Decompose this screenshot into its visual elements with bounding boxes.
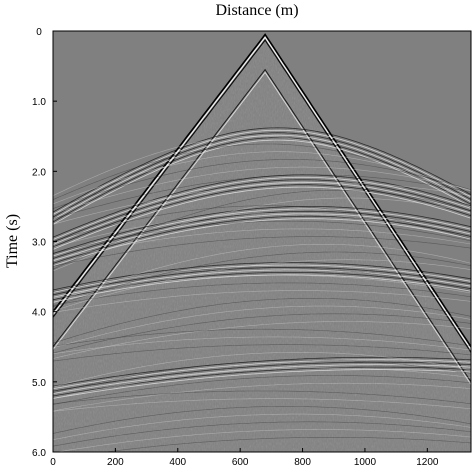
reflection-line <box>53 298 471 344</box>
x-tick-label: 400 <box>169 457 186 468</box>
reflection-line <box>53 215 471 264</box>
x-axis-title: Distance (m) <box>215 2 298 19</box>
reflection-line <box>53 267 471 292</box>
reflection-line <box>53 244 471 304</box>
reflection-line <box>53 208 471 257</box>
reflection-line <box>53 356 471 387</box>
reflection-line <box>53 213 471 262</box>
reflection-line <box>53 176 471 240</box>
y-tick-label: 6.0 <box>32 448 46 459</box>
reflection-line <box>53 267 471 296</box>
reflection-line <box>53 129 471 215</box>
reflection-line <box>53 159 471 209</box>
direct-wave-line <box>53 39 471 353</box>
reflection-line <box>53 186 471 250</box>
reflection-line <box>53 184 471 248</box>
reflection-line <box>53 262 471 291</box>
reflection-line <box>53 290 471 313</box>
reflection-line <box>53 179 471 243</box>
reflection-line <box>53 382 471 412</box>
reflection-line <box>53 205 471 242</box>
reflection-line <box>53 210 471 259</box>
reflection-line <box>53 336 471 355</box>
reflection-line <box>53 220 471 254</box>
reflection-line <box>53 213 471 248</box>
reflection-line <box>53 274 471 303</box>
reflection-line <box>53 137 471 223</box>
reflection-line <box>53 282 471 306</box>
reflection-line <box>53 398 471 412</box>
reflection-line <box>53 251 471 308</box>
x-tick-label: 600 <box>232 457 249 468</box>
reflection-line <box>53 352 471 388</box>
reflection-line <box>53 359 471 393</box>
reflection-line <box>53 132 471 218</box>
reflection-line <box>103 437 471 452</box>
seismic-events <box>53 33 471 452</box>
reflection-line <box>53 136 471 203</box>
reflection-line <box>53 228 471 261</box>
x-tick-label: 0 <box>50 457 56 468</box>
direct-wave-line <box>53 36 471 350</box>
reflection-line <box>53 361 471 392</box>
reflection-line <box>53 406 471 434</box>
y-tick-label: 2.0 <box>32 167 46 178</box>
reflection-line <box>56 429 471 452</box>
y-tick-label: 3.0 <box>32 238 46 249</box>
reflection-line <box>53 375 471 405</box>
reflection-line <box>53 236 471 267</box>
reflection-line <box>53 127 471 213</box>
x-tick-label: 1000 <box>354 457 377 468</box>
reflection-line <box>53 413 471 441</box>
reflection-line <box>53 305 471 349</box>
y-tick-label: 4.0 <box>32 308 46 319</box>
reflection-line <box>53 174 471 238</box>
reflection-line <box>53 190 471 270</box>
reflection-line <box>53 264 471 293</box>
reflection-line <box>53 367 471 399</box>
x-tick-label: 800 <box>294 457 311 468</box>
plot-area <box>53 31 471 452</box>
reflection-line <box>53 259 471 312</box>
direct-wave-line <box>53 33 471 348</box>
reflection-line <box>53 143 471 200</box>
reflection-line <box>53 174 471 220</box>
y-tick-label: 1.0 <box>32 97 46 108</box>
reflection-line <box>53 181 471 245</box>
reflection-line <box>53 364 471 394</box>
reflection-line <box>53 269 471 298</box>
reflection-line <box>53 344 471 362</box>
reflection-line <box>53 359 471 389</box>
reflection-line <box>53 421 471 447</box>
y-tick-label: 5.0 <box>32 378 46 389</box>
reflection-line <box>53 206 471 254</box>
reflection-line <box>53 313 471 354</box>
reflection-line <box>53 151 471 205</box>
reflection-line <box>53 197 471 272</box>
y-axis: 0 1.0 2.0 3.0 4.0 5.0 6.0 <box>32 27 57 459</box>
reflection-line <box>53 366 471 397</box>
x-tick-label: 1200 <box>416 457 439 468</box>
reflection-line <box>53 139 471 225</box>
reflection-line <box>53 321 471 359</box>
x-tick-label: 200 <box>107 457 124 468</box>
y-tick-label: 0 <box>36 27 42 38</box>
y-axis-title: Time (s) <box>4 214 21 268</box>
reflection-line <box>53 328 471 347</box>
reflection-line <box>53 166 471 214</box>
reflection-line <box>53 369 471 399</box>
reflection-line <box>53 390 471 405</box>
reflection-line <box>53 218 471 267</box>
reflection-line <box>53 274 471 299</box>
reflection-line <box>53 134 471 220</box>
x-axis: 0 200 400 600 800 1000 1200 <box>50 448 439 468</box>
reflection-line <box>53 182 471 225</box>
reflection-line <box>53 272 471 301</box>
